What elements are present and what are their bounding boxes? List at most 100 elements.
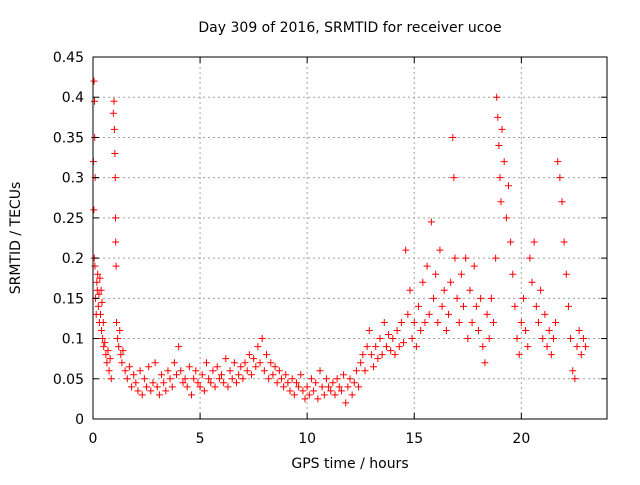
data-point — [445, 310, 453, 318]
data-point — [252, 363, 260, 371]
data-point — [475, 327, 482, 335]
data-point — [90, 97, 98, 105]
data-point — [104, 347, 112, 355]
data-point — [110, 97, 118, 105]
y-tick-label: 0 — [75, 412, 84, 428]
data-point — [472, 302, 480, 310]
x-tick-label: 10 — [298, 431, 316, 447]
data-point — [509, 270, 517, 278]
data-point — [549, 335, 557, 343]
data-point — [121, 367, 129, 375]
data-point — [116, 327, 124, 335]
y-axis-ticks: 0 0.05 0.1 0.15 0.2 0.25 0.3 0.35 0.4 0.45 — [53, 50, 607, 428]
data-point — [90, 77, 98, 85]
data-point — [534, 318, 542, 326]
data-point — [96, 274, 104, 282]
data-point — [397, 318, 405, 326]
data-point — [408, 335, 416, 343]
data-point — [382, 343, 390, 351]
data-point — [307, 375, 315, 383]
data-point — [541, 310, 549, 318]
data-point — [412, 343, 420, 351]
data-point — [547, 351, 555, 359]
data-point — [267, 359, 275, 367]
data-point — [455, 318, 463, 326]
data-point — [299, 387, 307, 395]
data-point — [342, 399, 350, 407]
y-tick-label: 0.2 — [62, 251, 84, 267]
data-point — [243, 367, 251, 375]
data-point — [94, 302, 102, 310]
data-point — [524, 343, 532, 351]
y-tick-label: 0.4 — [62, 90, 84, 106]
data-point — [453, 294, 461, 302]
data-point — [114, 335, 122, 343]
data-point — [170, 359, 178, 367]
data-point — [494, 113, 502, 121]
data-point — [539, 335, 547, 343]
y-tick-label: 0.05 — [53, 372, 84, 388]
data-point — [421, 318, 429, 326]
data-point — [436, 246, 444, 254]
data-point — [112, 238, 120, 246]
data-point — [522, 327, 530, 335]
data-point — [103, 359, 111, 367]
data-point — [218, 371, 225, 379]
data-point — [543, 343, 551, 351]
data-point — [286, 387, 294, 395]
data-point — [265, 375, 273, 383]
data-point — [211, 383, 219, 391]
data-point — [164, 367, 172, 375]
data-point — [247, 371, 255, 379]
data-point — [331, 391, 339, 399]
data-point — [203, 359, 211, 367]
data-point — [325, 383, 333, 391]
data-point — [98, 298, 106, 306]
data-point — [109, 109, 117, 117]
data-point — [132, 379, 140, 387]
data-point — [151, 359, 159, 367]
data-point — [213, 363, 221, 371]
data-point — [526, 254, 534, 262]
data-point — [111, 150, 119, 158]
data-point — [447, 278, 455, 286]
data-point — [485, 335, 493, 343]
data-point — [275, 367, 283, 375]
data-point — [173, 371, 181, 379]
data-point — [556, 174, 564, 182]
x-tick-label: 0 — [89, 431, 98, 447]
data-point — [254, 343, 262, 351]
data-point — [451, 254, 459, 262]
data-point — [241, 359, 249, 367]
data-point — [496, 174, 504, 182]
data-point — [185, 363, 193, 371]
data-point — [220, 379, 228, 387]
data-point — [99, 318, 107, 326]
data-point — [215, 375, 223, 383]
data-point — [237, 363, 245, 371]
data-point — [415, 302, 423, 310]
data-point — [136, 367, 144, 375]
data-point — [329, 379, 337, 387]
data-point — [140, 375, 148, 383]
data-point — [449, 133, 457, 141]
data-point — [303, 383, 311, 391]
data-point — [372, 343, 380, 351]
data-point — [504, 182, 512, 190]
y-tick-label: 0.3 — [62, 171, 84, 187]
data-point — [301, 395, 309, 403]
data-point — [355, 383, 363, 391]
data-point — [479, 343, 487, 351]
data-point — [277, 375, 285, 383]
data-point — [117, 351, 125, 359]
data-point — [155, 391, 163, 399]
data-point — [282, 371, 290, 379]
data-point — [432, 270, 440, 278]
data-point — [269, 371, 277, 379]
data-point — [260, 367, 268, 375]
data-point — [497, 198, 505, 206]
data-point — [118, 359, 126, 367]
data-point — [273, 379, 281, 387]
data-point — [344, 383, 352, 391]
data-point — [560, 238, 568, 246]
